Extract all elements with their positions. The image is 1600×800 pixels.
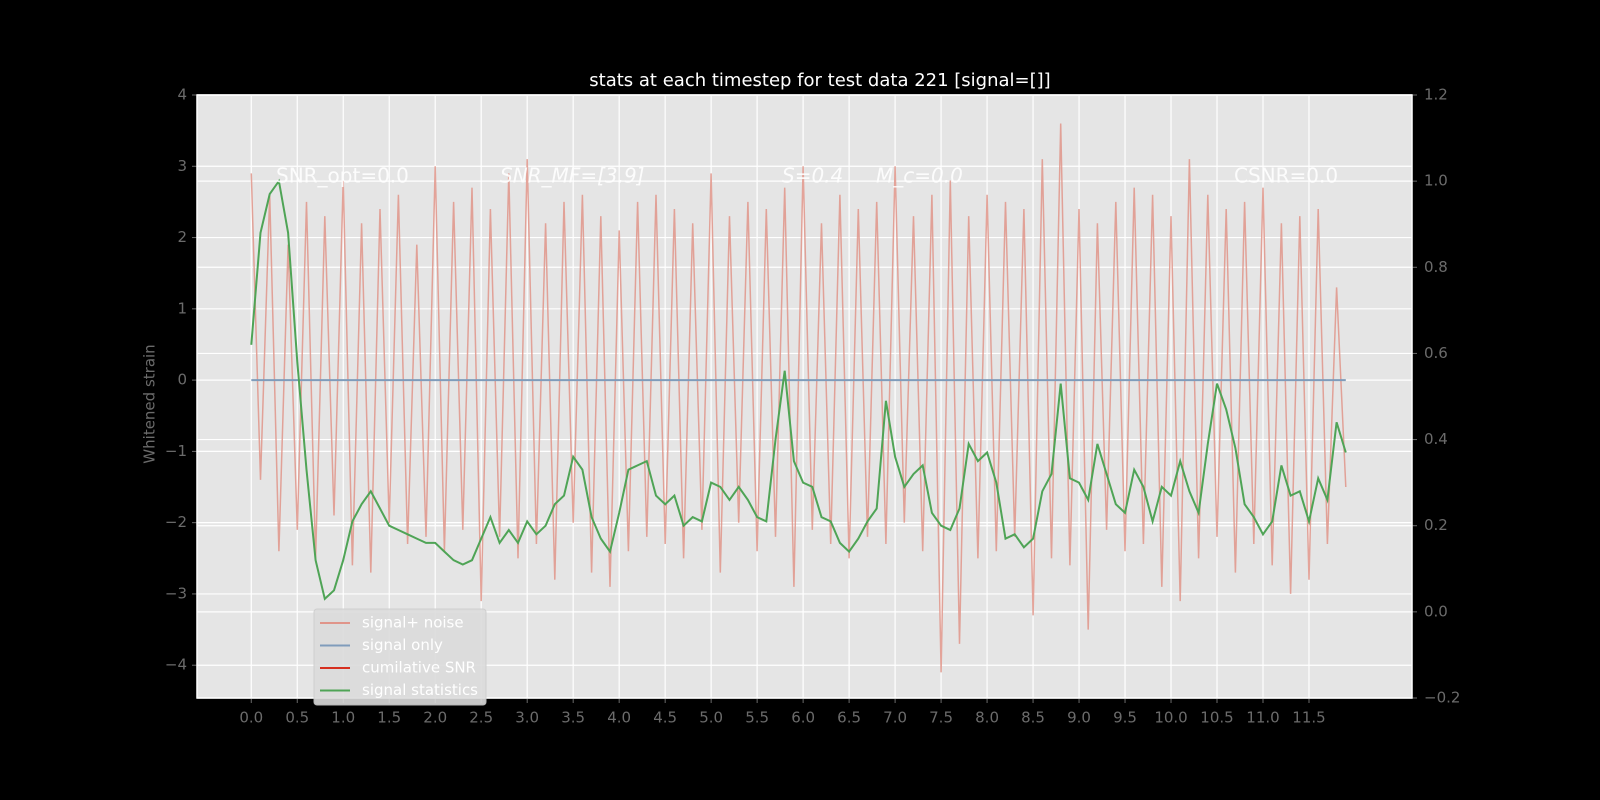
x-tick-label: 7.5 bbox=[929, 709, 953, 727]
x-tick-label: 2.0 bbox=[423, 709, 447, 727]
x-tick-label: 8.0 bbox=[975, 709, 999, 727]
y-tick-label: −1 bbox=[165, 442, 187, 460]
x-tick-label: 7.0 bbox=[883, 709, 907, 727]
x-tick-label: 10.0 bbox=[1154, 709, 1187, 727]
x-tick-label: 10.5 bbox=[1200, 709, 1233, 727]
x-tick-label: 5.5 bbox=[745, 709, 769, 727]
y-tick-label: 4 bbox=[177, 86, 187, 104]
x-tick-label: 8.5 bbox=[1021, 709, 1045, 727]
lines bbox=[250, 123, 1347, 673]
y2-tick-label: 0.6 bbox=[1424, 344, 1448, 362]
labels: 0.0 0.5 1.0 1.5 2.0 2.5 3.0 3.5 4.0 4.5 5.0 5.5 6.0 6… bbox=[165, 86, 1461, 727]
y-axis-label: Whitened strain bbox=[141, 344, 159, 463]
legend-label: signal only bbox=[362, 636, 443, 654]
y2-tick-label: 0.0 bbox=[1424, 602, 1448, 620]
x-tick-label: 11.0 bbox=[1246, 709, 1279, 727]
y2-tick-label: −0.2 bbox=[1424, 689, 1460, 707]
x-tick-label: 5.0 bbox=[699, 709, 723, 727]
legend: signal+ noise signal only cumilative SNR si… bbox=[313, 608, 487, 706]
y2-tick-label: 0.4 bbox=[1424, 430, 1448, 448]
y-tick-label: −4 bbox=[165, 656, 187, 674]
annotation: M_c=0.0 bbox=[876, 164, 963, 188]
x-tick-label: 1.5 bbox=[377, 709, 401, 727]
y-tick-label: 3 bbox=[177, 157, 187, 175]
x-tick-label: 9.5 bbox=[1113, 709, 1137, 727]
x-tick-label: 0.5 bbox=[285, 709, 309, 727]
y2-tick-label: 1.0 bbox=[1424, 172, 1448, 190]
x-tick-label: 0.0 bbox=[239, 709, 263, 727]
x-tick-label: 4.0 bbox=[607, 709, 631, 727]
x-tick-label: 1.0 bbox=[331, 709, 355, 727]
x-tick-label: 6.5 bbox=[837, 709, 861, 727]
series-line bbox=[250, 178, 1347, 601]
y2-tick-label: 0.8 bbox=[1424, 258, 1448, 276]
x-tick-label: 9.0 bbox=[1067, 709, 1091, 727]
y-tick-label: 2 bbox=[177, 228, 187, 246]
x-tick-label: 3.0 bbox=[515, 709, 539, 727]
annotation: SNR_MF=[3.9] bbox=[500, 164, 644, 188]
x-tick-label: 4.5 bbox=[653, 709, 677, 727]
legend-label: cumilative SNR bbox=[362, 659, 476, 677]
annotation: CSNR=0.0 bbox=[1234, 164, 1338, 188]
y-tick-label: 1 bbox=[177, 299, 187, 317]
legend-label: signal+ noise bbox=[362, 614, 464, 632]
x-tick-label: 2.5 bbox=[469, 709, 493, 727]
y-tick-label: −3 bbox=[165, 584, 187, 602]
y-tick-label: 0 bbox=[177, 371, 187, 389]
chart-title: stats at each timestep for test data 221… bbox=[589, 70, 1050, 91]
y2-tick-label: 1.2 bbox=[1424, 86, 1448, 104]
annotation: S=0.4 bbox=[782, 164, 843, 188]
y2-tick-label: 0.2 bbox=[1424, 516, 1448, 534]
legend-label: signal statistics bbox=[362, 681, 478, 699]
axes-frame bbox=[196, 94, 1413, 699]
legend-box bbox=[313, 608, 487, 706]
series-line bbox=[250, 123, 1347, 673]
y-tick-label: −2 bbox=[165, 513, 187, 531]
annotation: SNR_opt=0.0 bbox=[276, 164, 409, 188]
x-tick-label: 6.0 bbox=[791, 709, 815, 727]
x-tick-label: 11.5 bbox=[1292, 709, 1325, 727]
x-tick-label: 3.5 bbox=[561, 709, 585, 727]
